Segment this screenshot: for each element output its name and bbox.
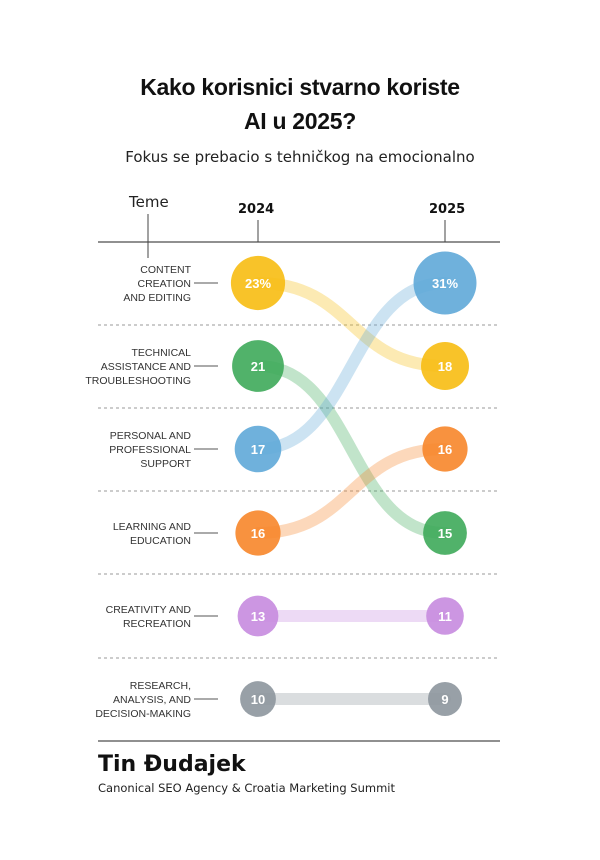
bubble-2024-6 xyxy=(240,681,276,717)
bubble-2025-6 xyxy=(428,682,462,716)
category-label-6: RESEARCH, ANALYSIS, AND DECISION-MAKING xyxy=(95,680,191,720)
category-label-line: DECISION-MAKING xyxy=(95,708,191,720)
value-2024-6: 10 xyxy=(251,692,265,707)
category-label-line: TROUBLESHOOTING xyxy=(85,375,191,387)
year-label-2025: 2025 xyxy=(429,202,466,217)
category-label-line: PROFESSIONAL xyxy=(109,444,191,456)
category-label-line: LEARNING AND xyxy=(113,521,192,533)
value-2024-2: 21 xyxy=(251,359,265,374)
connector-2 xyxy=(252,360,451,539)
category-label-line: EDUCATION xyxy=(130,535,191,547)
connector-4 xyxy=(252,443,451,539)
bubbles-layer xyxy=(230,251,477,717)
author-name: Tin Đudajek xyxy=(98,752,246,777)
category-label-line: CREATION xyxy=(138,278,191,290)
category-label-line: CONTENT xyxy=(140,264,191,276)
category-label-2: TECHNICAL ASSISTANCE AND TROUBLESHOOTING xyxy=(85,347,191,387)
bubble-2025-1 xyxy=(421,342,469,390)
value-2024-4: 16 xyxy=(251,526,265,541)
connectors-layer xyxy=(252,277,451,705)
bubble-2025-3 xyxy=(413,251,477,315)
category-label-4: LEARNING AND EDUCATION xyxy=(113,521,192,547)
category-label-line: TECHNICAL xyxy=(131,347,191,359)
value-2025-3: 31% xyxy=(432,276,458,291)
value-2025-2: 15 xyxy=(438,526,452,541)
value-2025-5: 11 xyxy=(438,609,452,624)
connector-1 xyxy=(252,277,451,372)
bubble-2024-2 xyxy=(232,340,284,392)
value-2025-4: 16 xyxy=(438,442,452,457)
category-label-1: CONTENT CREATION AND EDITING xyxy=(123,264,191,304)
connector-3 xyxy=(252,277,451,455)
labels-layer: 23% 18 CONTENT CREATION AND EDITING 21 15 TECHN… xyxy=(85,264,458,720)
value-2025-1: 18 xyxy=(438,359,452,374)
category-label-line: RECREATION xyxy=(123,618,191,630)
category-label-line: SUPPORT xyxy=(140,458,191,470)
value-2024-3: 17 xyxy=(251,442,265,457)
category-label-line: RESEARCH, xyxy=(130,680,191,692)
bubble-2025-4 xyxy=(422,426,468,472)
bubble-2024-4 xyxy=(235,510,281,556)
bubble-2024-3 xyxy=(234,425,282,473)
year-label-2024: 2024 xyxy=(238,202,275,217)
value-2024-5: 13 xyxy=(251,609,265,624)
value-2024-1: 23% xyxy=(245,276,271,291)
category-label-line: ASSISTANCE AND xyxy=(101,361,192,373)
category-label-5: CREATIVITY AND RECREATION xyxy=(106,604,192,630)
author-affiliation: Canonical SEO Agency & Croatia Marketing… xyxy=(98,781,395,795)
bubble-2025-2 xyxy=(423,511,467,555)
bubble-2024-5 xyxy=(237,595,279,637)
value-2025-6: 9 xyxy=(441,692,448,707)
category-label-line: AND EDITING xyxy=(123,292,191,304)
chart-subtitle: Fokus se prebacio s tehničkog na emocion… xyxy=(125,148,475,166)
chart-title-line-2: AI u 2025? xyxy=(243,108,357,134)
chart-title-line-1: Kako korisnici stvarno koriste xyxy=(140,74,460,100)
category-label-3: PERSONAL AND PROFESSIONAL SUPPORT xyxy=(109,430,191,470)
category-label-line: CREATIVITY AND xyxy=(106,604,192,616)
category-label-line: PERSONAL AND xyxy=(110,430,192,442)
category-label-line: ANALYSIS, AND xyxy=(113,694,191,706)
bubble-2025-5 xyxy=(426,597,464,635)
categories-header: Teme xyxy=(129,193,169,211)
bubble-2024-1 xyxy=(230,255,286,311)
